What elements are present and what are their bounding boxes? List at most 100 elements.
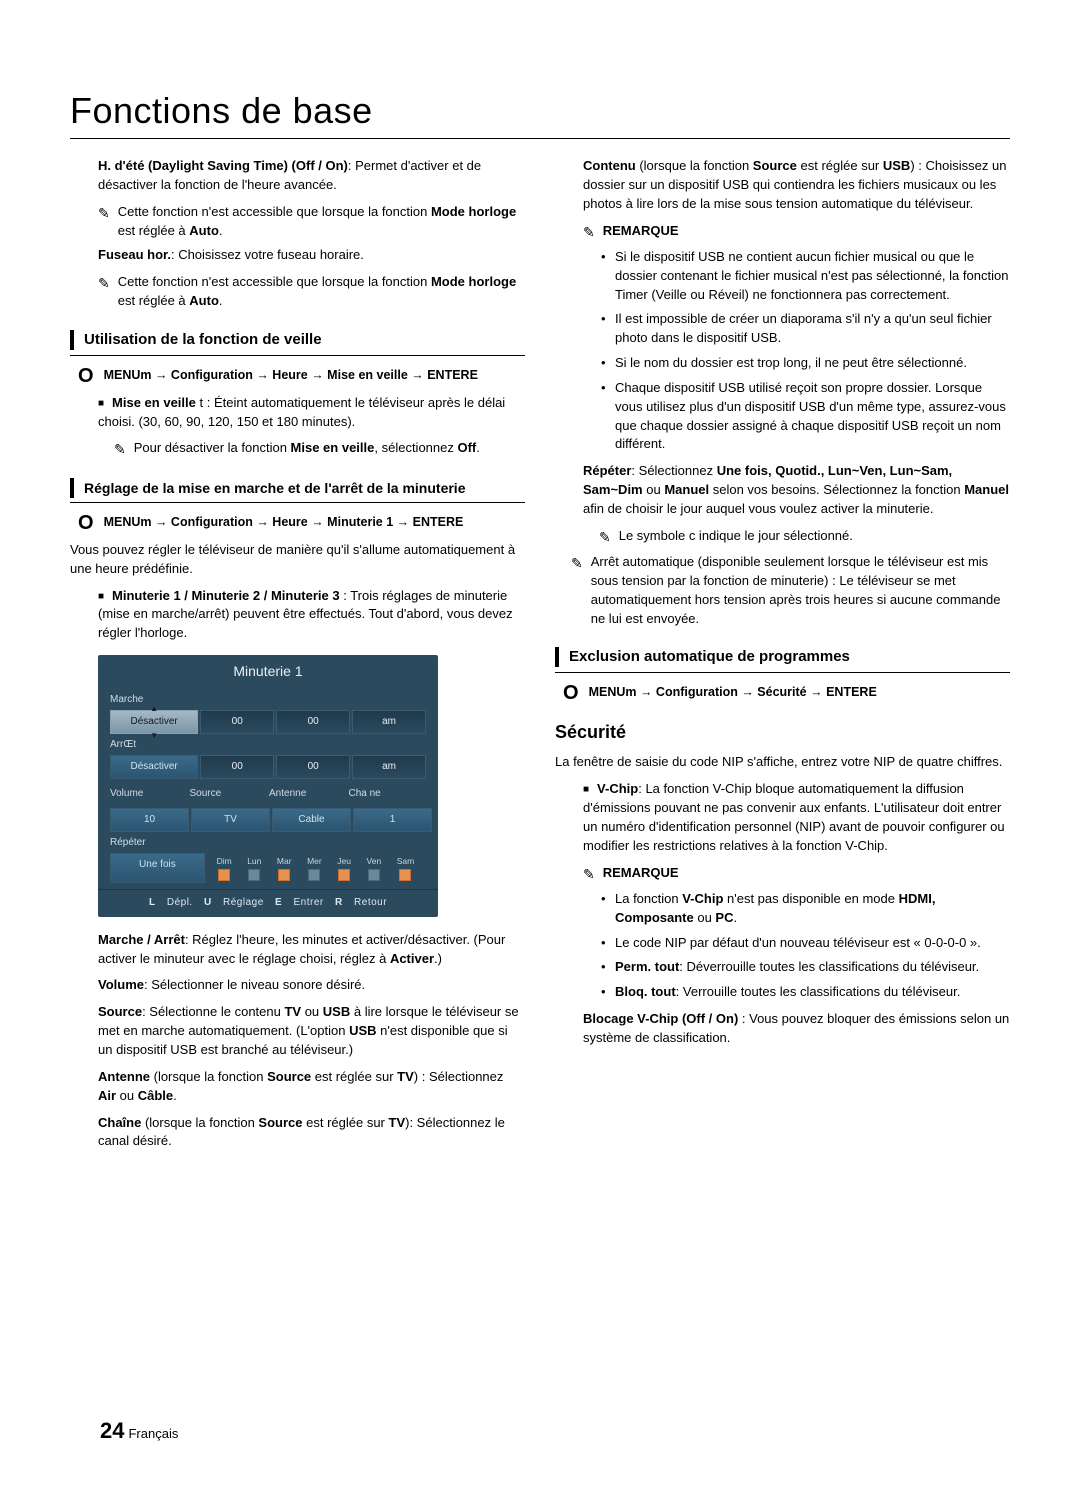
list-item: Si le nom du dossier est trop long, il n… xyxy=(615,354,1010,373)
day-checkbox-icon xyxy=(338,869,350,881)
timer-antenne-value[interactable]: Cable xyxy=(272,808,351,833)
repeter-pre: : Sélectionnez xyxy=(631,463,716,478)
list-item: Il est impossible de créer un diaporama … xyxy=(615,310,1010,348)
legend-r: R xyxy=(335,896,343,911)
timer-marche-hour[interactable]: 00 xyxy=(200,710,274,735)
timer-marche-toggle[interactable]: ▲ Désactiver ▼ xyxy=(110,710,198,735)
timer-legend: L Dépl. U Réglage E Entrer R Retour xyxy=(98,889,438,917)
repeter-or: ou xyxy=(643,482,665,497)
contenu-para: Contenu (lorsque la fonction Source est … xyxy=(555,157,1010,214)
chaine-pre: (lorsque la fonction xyxy=(141,1115,258,1130)
antenne-post: ) : Sélectionnez xyxy=(414,1069,504,1084)
fuseau-desc: : Choisissez votre fuseau horaire. xyxy=(171,247,364,262)
list-item: Le code NIP par défaut d'un nouveau télé… xyxy=(615,934,1010,953)
vbul1-or: ou xyxy=(694,910,716,925)
timer-desactiver: Désactiver xyxy=(131,716,178,727)
timer-marche-min[interactable]: 00 xyxy=(276,710,350,735)
day-checkbox-icon xyxy=(368,869,380,881)
timer-source-value[interactable]: TV xyxy=(191,808,270,833)
antenne-pre: (lorsque la fonction xyxy=(150,1069,267,1084)
timer-row3-values: 10 TV Cable 1 xyxy=(110,808,426,833)
volume-label: Volume xyxy=(98,977,144,992)
timer-volume-value[interactable]: 10 xyxy=(110,808,189,833)
contenu-mid: est réglée sur xyxy=(797,158,883,173)
arret-auto-text: Arrêt automatique (disponible seulement … xyxy=(591,553,1010,628)
day-checkbox-icon xyxy=(399,869,411,881)
minut-label: Minuterie 1 / Minuterie 2 / Minuterie 3 xyxy=(112,588,340,603)
repeter-man: Manuel xyxy=(664,482,709,497)
timer-chaine-label: Cha ne xyxy=(349,787,427,802)
menu-icon: O xyxy=(563,683,579,703)
page-number: 24Français xyxy=(100,1418,178,1444)
note-icon: ✎ xyxy=(583,864,595,884)
arret-auto-note: ✎ Arrêt automatique (disponible seulemen… xyxy=(555,553,1010,628)
fuseau-note-text: Cette fonction n'est accessible que lors… xyxy=(118,273,525,311)
antenne-para: Antenne (lorsque la fonction Source est … xyxy=(70,1068,525,1106)
section-bar-icon xyxy=(555,647,559,667)
minuterie-para: Vous pouvez régler le téléviseur de mani… xyxy=(70,541,525,579)
content-columns: H. d'été (Daylight Saving Time) (Off / O… xyxy=(70,157,1010,1159)
timer-chaine-value[interactable]: 1 xyxy=(353,808,432,833)
antenne-mid: est réglée sur xyxy=(311,1069,397,1084)
section-bar-icon xyxy=(70,478,74,498)
vchip-label: V-Chip xyxy=(597,781,638,796)
timer-repeter-value[interactable]: Une fois xyxy=(110,853,205,883)
day-label: Jeu xyxy=(337,856,351,866)
timer-repeter-label: Répéter xyxy=(110,836,426,851)
minuterie-menu-text: MENUm → Configuration → Heure → Minuteri… xyxy=(104,513,464,532)
list-item: Perm. tout: Déverrouille toutes les clas… xyxy=(615,958,1010,977)
veille-menu-text: MENUm → Configuration → Heure → Mise en … xyxy=(104,366,478,385)
repeter-note-text: Le symbole c indique le jour sélectionné… xyxy=(619,527,1010,546)
timer-row3-labels: Volume Source Antenne Cha ne xyxy=(110,783,426,804)
timer-day-jeu[interactable]: Jeu xyxy=(337,855,351,881)
fuseau-para: Fuseau hor.: Choisissez votre fuseau hor… xyxy=(70,246,525,265)
dst-label: H. d'été (Daylight Saving Time) (Off / O… xyxy=(98,158,348,173)
veille-note-post: , sélectionnez xyxy=(374,440,457,455)
marche-end: .) xyxy=(434,951,442,966)
repeter-label: Répéter xyxy=(583,463,631,478)
repeter-para: Répéter: Sélectionnez Une fois, Quotid.,… xyxy=(555,462,1010,519)
timer-day-lun[interactable]: Lun xyxy=(247,855,261,881)
note-icon: ✎ xyxy=(599,527,611,547)
volume-desc: : Sélectionner le niveau sonore désiré. xyxy=(144,977,365,992)
vchip-desc: : La fonction V-Chip bloque automatiquem… xyxy=(583,781,1005,853)
section-exclusion-title: Exclusion automatique de programmes xyxy=(569,646,850,668)
timer-title: Minuterie 1 xyxy=(98,655,438,689)
fuseau-label: Fuseau hor. xyxy=(98,247,171,262)
antenne-src: Source xyxy=(267,1069,311,1084)
marche-bold: Activer xyxy=(390,951,434,966)
day-label: Sam xyxy=(397,856,414,866)
legend-u: U xyxy=(204,896,212,911)
timer-marche-ampm[interactable]: am xyxy=(352,710,426,735)
page-lang: Français xyxy=(128,1426,178,1441)
timer-arret-min[interactable]: 00 xyxy=(276,755,350,780)
timer-arret-toggle[interactable]: Désactiver xyxy=(110,755,198,780)
volume-para: Volume: Sélectionner le niveau sonore dé… xyxy=(70,976,525,995)
contenu-usb: USB xyxy=(883,158,910,173)
marche-para: Marche / Arrêt: Réglez l'heure, les minu… xyxy=(70,931,525,969)
section-bar-icon xyxy=(70,330,74,350)
timer-volume-label: Volume xyxy=(110,787,188,802)
day-checkbox-icon xyxy=(278,869,290,881)
timer-day-mer[interactable]: Mer xyxy=(307,855,322,881)
list-item: Si le dispositif USB ne contient aucun f… xyxy=(615,248,1010,305)
timer-day-sam[interactable]: Sam xyxy=(397,855,414,881)
antenne-tv: TV xyxy=(397,1069,414,1084)
repeter-man2: Manuel xyxy=(964,482,1009,497)
timer-day-ven[interactable]: Ven xyxy=(367,855,382,881)
blocage-para: Blocage V-Chip (Off / On) : Vous pouvez … xyxy=(555,1010,1010,1048)
fuseau-note: ✎ Cette fonction n'est accessible que lo… xyxy=(70,273,525,311)
timer-arret-hour[interactable]: 00 xyxy=(200,755,274,780)
veille-tool-icon: t xyxy=(200,395,204,410)
note-icon: ✎ xyxy=(98,273,110,293)
timer-day-mar[interactable]: Mar xyxy=(277,855,292,881)
timer-arret-ampm[interactable]: am xyxy=(352,755,426,780)
remarque-1-list: Si le dispositif USB ne contient aucun f… xyxy=(555,248,1010,454)
section-minuterie-title: Réglage de la mise en marche et de l'arr… xyxy=(84,478,465,498)
timer-day-dim[interactable]: Dim xyxy=(217,855,232,881)
securite-heading: Sécurité xyxy=(555,719,1010,745)
dst-para: H. d'été (Daylight Saving Time) (Off / O… xyxy=(70,157,525,195)
section-minuterie: Réglage de la mise en marche et de l'arr… xyxy=(70,478,525,503)
contenu-label: Contenu xyxy=(583,158,636,173)
section-exclusion: Exclusion automatique de programmes xyxy=(555,646,1010,673)
